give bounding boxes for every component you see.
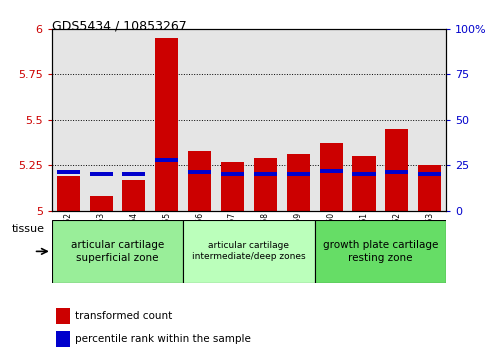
Bar <box>221 172 244 176</box>
Bar <box>381 29 413 211</box>
Bar <box>352 156 376 211</box>
Bar <box>418 165 441 211</box>
Bar <box>315 29 348 211</box>
Bar <box>216 29 249 211</box>
Bar <box>282 29 315 211</box>
Bar <box>155 38 178 211</box>
Bar <box>188 151 211 211</box>
Bar <box>90 172 112 176</box>
Bar <box>56 331 70 347</box>
Bar <box>117 29 150 211</box>
Text: growth plate cartilage
resting zone: growth plate cartilage resting zone <box>323 240 438 262</box>
Bar <box>150 29 183 211</box>
Bar <box>352 172 376 176</box>
Bar <box>155 158 178 162</box>
Bar <box>386 170 408 175</box>
Bar <box>319 169 343 173</box>
Bar <box>56 308 70 324</box>
Text: GDS5434 / 10853267: GDS5434 / 10853267 <box>52 20 186 33</box>
Bar <box>57 176 80 211</box>
Text: percentile rank within the sample: percentile rank within the sample <box>75 334 251 344</box>
Bar <box>287 154 310 211</box>
Text: articular cartilage
intermediate/deep zones: articular cartilage intermediate/deep zo… <box>192 241 306 261</box>
Bar <box>319 143 343 211</box>
Bar <box>254 158 277 211</box>
Text: transformed count: transformed count <box>75 311 173 321</box>
Bar <box>183 29 216 211</box>
Bar <box>254 172 277 176</box>
Bar <box>315 220 446 283</box>
Bar <box>122 172 145 176</box>
Bar <box>52 220 183 283</box>
Bar <box>348 29 381 211</box>
Bar <box>418 172 441 176</box>
Bar <box>386 129 408 211</box>
Bar <box>90 196 112 211</box>
Bar <box>188 170 211 175</box>
Text: articular cartilage
superficial zone: articular cartilage superficial zone <box>71 240 164 262</box>
Bar <box>122 180 145 211</box>
Bar <box>413 29 446 211</box>
Bar <box>85 29 117 211</box>
Bar <box>57 170 80 175</box>
Bar <box>249 29 282 211</box>
Bar <box>52 29 85 211</box>
Text: tissue: tissue <box>12 224 45 234</box>
Bar <box>287 172 310 176</box>
Bar <box>183 220 315 283</box>
Bar <box>221 162 244 211</box>
